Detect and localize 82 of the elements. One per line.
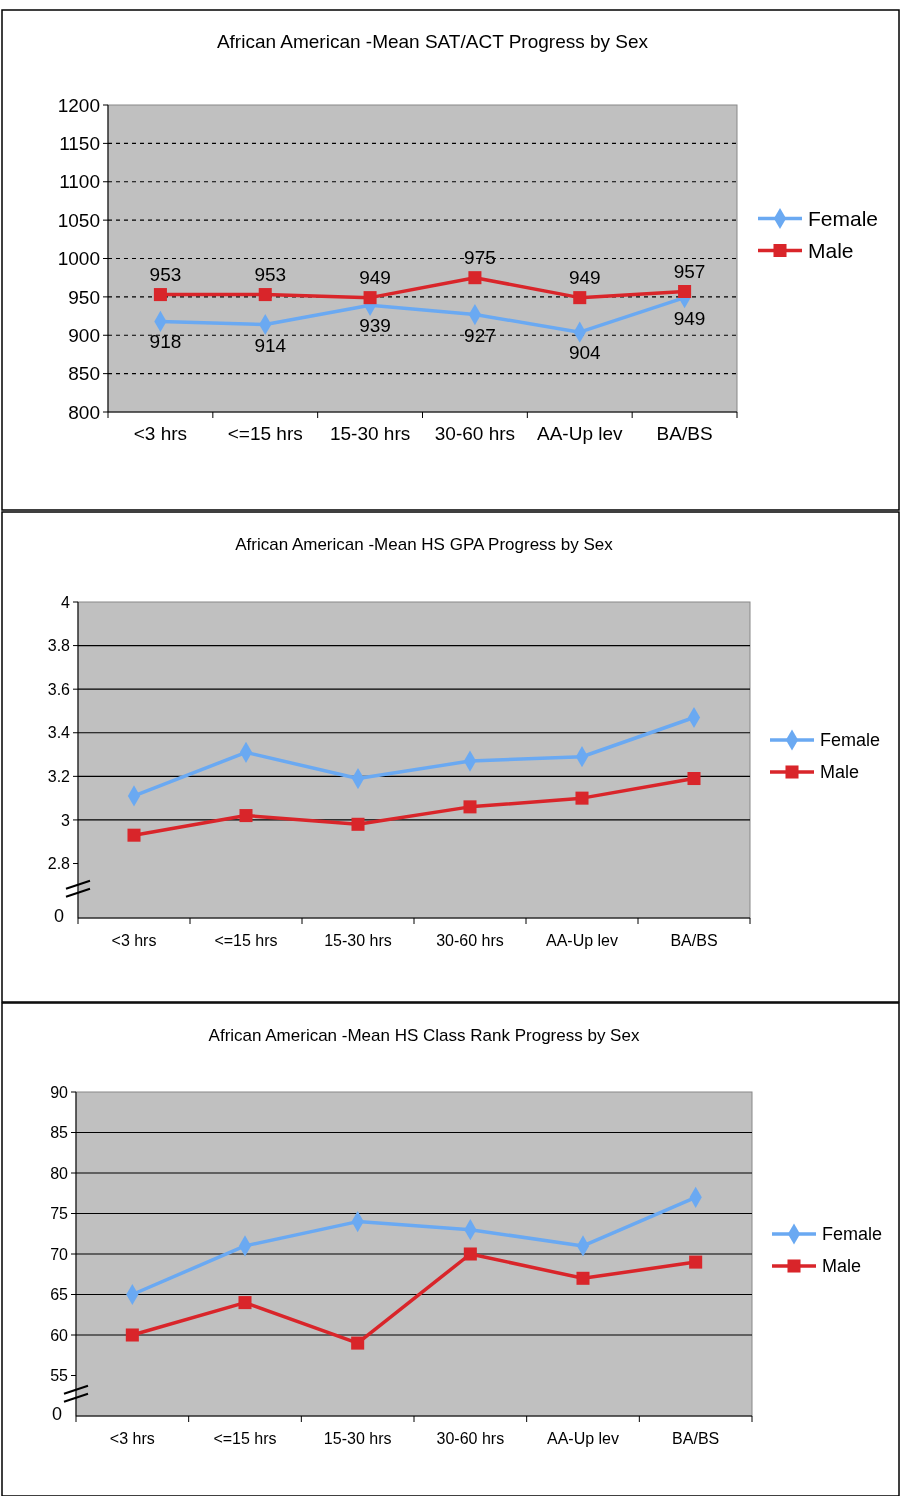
point (153, 288, 167, 302)
chart-title: African American -Mean HS GPA Progress by Sex (235, 535, 614, 554)
x-tick-label: 30-60 hrs (434, 423, 516, 444)
point (463, 1247, 477, 1261)
x-tick-label: 15-30 hrs (324, 932, 392, 949)
y-tick-label: 850 (68, 363, 100, 385)
x-tick-label: <3 hrs (111, 932, 157, 949)
data-label: 953 (254, 263, 287, 285)
data-label: 918 (149, 331, 182, 353)
text: 0 (53, 906, 64, 926)
point (576, 1271, 590, 1285)
x-tick-label: 30-60 hrs (436, 932, 504, 949)
point (573, 291, 587, 305)
y-tick-label: 3.4 (47, 724, 71, 742)
y-tick-label: 3.2 (47, 767, 71, 785)
y-tick-label: 1050 (57, 209, 100, 231)
data-label: 953 (149, 263, 182, 285)
y-tick-label: 1000 (57, 248, 100, 270)
point (351, 1336, 365, 1350)
y-tick-label: 1200 (57, 94, 100, 116)
point (575, 791, 589, 805)
data-label: 949 (359, 266, 391, 288)
point (468, 271, 482, 285)
chart-title: African American -Mean HS Class Rank Progress by Sex (208, 1026, 640, 1045)
y-tick-label: 85 (50, 1124, 69, 1142)
x-tick-label: <=15 hrs (214, 932, 278, 949)
x-tick-label: <3 hrs (109, 1430, 155, 1447)
y-tick-label: 3.8 (47, 637, 71, 655)
point (125, 1328, 139, 1342)
point (687, 772, 701, 786)
y-tick-label: 55 (50, 1367, 69, 1385)
point (351, 817, 365, 831)
y-tick-label: 2.8 (47, 855, 71, 873)
legend-label: Male (808, 238, 854, 262)
y-tick-label: 60 (50, 1326, 69, 1344)
chart-title: African American -Mean SAT/ACT Progress by Sex (216, 31, 649, 52)
x-tick-label: 30-60 hrs (436, 1430, 505, 1447)
y-tick-label: 90 (50, 1083, 69, 1101)
data-label: 949 (673, 307, 706, 329)
x-tick-label: BA/BS (672, 1430, 720, 1447)
data-label: 949 (568, 266, 601, 288)
x-tick-label: 15-30 hrs (323, 1430, 392, 1447)
x-tick-label: BA/BS (670, 932, 718, 949)
legend-label: Female (822, 1224, 883, 1245)
point (239, 809, 253, 823)
point (363, 291, 377, 305)
data-label: 904 (568, 342, 602, 364)
y-tick-label: 75 (50, 1205, 69, 1223)
y-tick-label: 950 (68, 286, 100, 308)
point (678, 284, 692, 299)
point (689, 1255, 703, 1269)
legend-label: Male (822, 1256, 862, 1277)
x-tick-label: AA-Up lev (536, 423, 624, 444)
data-label: 939 (359, 315, 391, 337)
y-tick-label: 65 (50, 1286, 69, 1304)
point (238, 1296, 252, 1310)
point (127, 828, 141, 842)
y-tick-label: 80 (50, 1164, 69, 1182)
x-tick-label: AA-Up lev (545, 932, 619, 949)
y-tick-label: 70 (50, 1245, 69, 1263)
y-tick-label: 3.6 (47, 680, 71, 698)
point (258, 288, 272, 302)
x-tick-label: BA/BS (656, 423, 713, 444)
y-tick-label: 1100 (59, 171, 100, 193)
x-tick-label: <=15 hrs (213, 1430, 277, 1447)
data-label: 914 (254, 334, 287, 356)
x-tick-label: <=15 hrs (227, 423, 303, 444)
data-label: 927 (464, 324, 496, 346)
legend-label: Female (808, 206, 879, 230)
y-tick-label: 800 (68, 401, 100, 423)
point (463, 800, 477, 814)
x-tick-label: <3 hrs (133, 423, 188, 444)
y-tick-label: 3 (61, 811, 71, 829)
x-tick-label: 15-30 hrs (329, 423, 411, 444)
x-tick-label: AA-Up lev (546, 1430, 620, 1447)
y-tick-label: 1150 (59, 133, 100, 155)
data-label: 957 (673, 260, 706, 282)
y-tick-label: 900 (68, 324, 100, 346)
text: 0 (51, 1404, 62, 1424)
legend-label: Male (820, 762, 860, 783)
legend-label: Female (820, 730, 881, 751)
y-tick-label: 4 (61, 593, 71, 611)
